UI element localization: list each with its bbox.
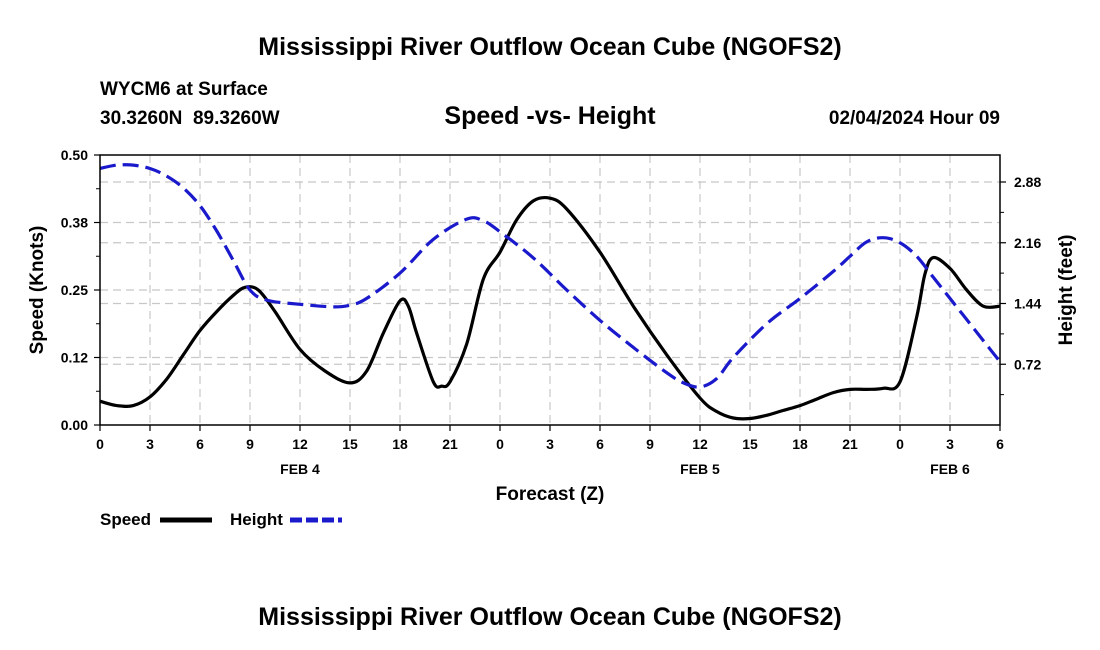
station-label: WYCM6 at Surface (100, 79, 268, 100)
date-label: FEB 6 (930, 461, 970, 477)
y-tick-label: 0.50 (61, 147, 88, 163)
series-lines (99, 163, 1002, 421)
height-series-line (99, 163, 1002, 389)
main-title: Mississippi River Outflow Ocean Cube (NG… (258, 33, 841, 61)
y-tick-label: 0.25 (61, 282, 88, 298)
x-tick-label: 15 (342, 436, 358, 452)
x-tick-label: 12 (292, 436, 308, 452)
speed-series-line (99, 195, 1001, 421)
y-tick-label: 0.12 (61, 350, 88, 366)
y-axis-label: Speed (Knots) (27, 226, 48, 355)
legend-speed-label: Speed (100, 510, 151, 529)
x-tick-label: 18 (392, 436, 408, 452)
date-label: FEB 5 (680, 461, 720, 477)
x-tick-label: 0 (496, 436, 504, 452)
y-tick-label: 0.00 (61, 417, 88, 433)
y2-tick-label: 0.72 (1014, 356, 1041, 372)
date-label: FEB 4 (280, 461, 320, 477)
x-tick-label: 15 (742, 436, 758, 452)
date-label: 02/04/2024 Hour 09 (829, 108, 1000, 129)
x-tick-label: 0 (896, 436, 904, 452)
x-tick-label: 21 (842, 436, 858, 452)
x-tick-label: 12 (692, 436, 708, 452)
legend: Speed Height (100, 510, 342, 529)
coords-label: 30.3260N 89.3260W (100, 108, 280, 129)
x-tick-label: 18 (792, 436, 808, 452)
legend-height-label: Height (230, 510, 283, 529)
y2-tick-label: 2.16 (1014, 235, 1041, 251)
x-tick-label: 6 (596, 436, 604, 452)
y2-tick-label: 1.44 (1014, 296, 1041, 312)
x-tick-label: 6 (996, 436, 1004, 452)
plot-frame (99, 154, 1001, 426)
y2-tick-label: 2.88 (1014, 174, 1041, 190)
footer-title: Mississippi River Outflow Ocean Cube (NG… (258, 603, 841, 631)
chart-title: Speed -vs- Height (444, 102, 656, 130)
x-tick-label: 0 (96, 436, 104, 452)
x-tick-label: 3 (146, 436, 154, 452)
x-tick-label: 9 (646, 436, 654, 452)
x-tick-label: 6 (196, 436, 204, 452)
y-tick-label: 0.38 (61, 215, 88, 231)
x-tick-label: 21 (442, 436, 458, 452)
y2-axis-label: Height (feet) (1056, 235, 1077, 346)
x-tick-label: 9 (246, 436, 254, 452)
grid-lines (100, 155, 1000, 425)
x-tick-label: 3 (546, 436, 554, 452)
x-tick-label: 3 (946, 436, 954, 452)
x-axis-label: Forecast (Z) (496, 484, 605, 505)
axis-ticks: 0 3 6 9 12 15 18 21 0 3 6 9 12 15 18 21 0 3 6 FEB 4 FEB 5 FEB… (61, 147, 1042, 477)
